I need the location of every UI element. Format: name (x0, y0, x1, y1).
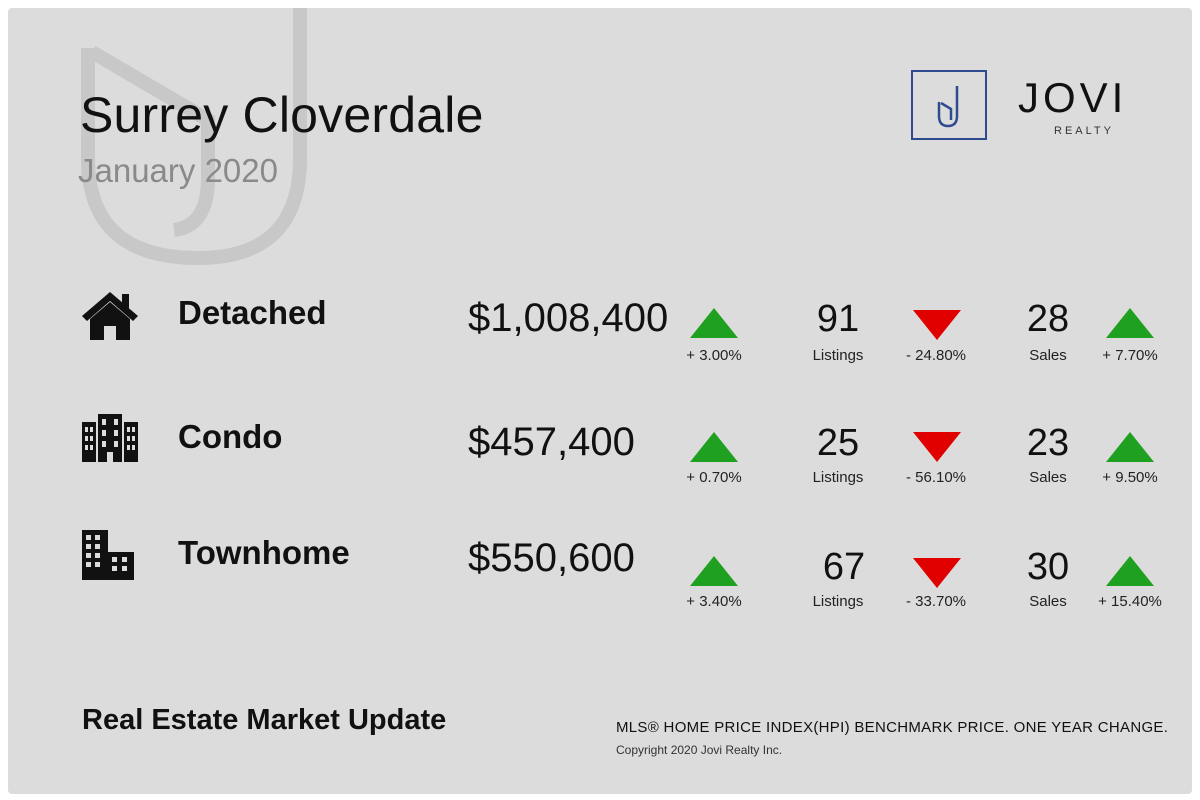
trend-up-icon (690, 308, 738, 338)
page-title: Surrey Cloverdale (80, 87, 484, 143)
trend-up-icon (690, 556, 738, 586)
house-icon (82, 292, 138, 340)
listings-count: 67 (822, 546, 866, 588)
listings-change: - 24.80% (905, 347, 967, 364)
footer-title: Real Estate Market Update (82, 704, 447, 736)
listings-label: Listings (812, 469, 864, 486)
sales-count: 28 (1026, 298, 1070, 340)
listings-label: Listings (812, 347, 864, 364)
price-change: + 3.00% (686, 347, 742, 364)
listings-count: 25 (816, 422, 860, 464)
trend-up-icon (1106, 432, 1154, 462)
listings-change: - 33.70% (905, 593, 967, 610)
trend-down-icon (913, 432, 961, 462)
benchmark-price: $457,400 (468, 420, 635, 464)
price-change: + 3.40% (686, 593, 742, 610)
footer-copyright: Copyright 2020 Jovi Realty Inc. (616, 743, 783, 757)
listings-label: Listings (812, 593, 864, 610)
jovi-monogram-icon (937, 86, 959, 128)
sales-change: + 7.70% (1102, 347, 1158, 364)
trend-up-icon (1106, 556, 1154, 586)
market-row-detached: Detached $1,008,400 + 3.00% 91 Listings … (8, 288, 1192, 398)
sales-count: 30 (1026, 546, 1070, 588)
townhome-building-icon (82, 530, 134, 580)
row-label: Detached (178, 294, 327, 331)
sales-change: + 9.50% (1102, 469, 1158, 486)
market-update-card: Surrey Cloverdale January 2020 JOVI REAL… (8, 8, 1192, 794)
trend-down-icon (913, 558, 961, 588)
jovi-watermark-icon (81, 8, 307, 266)
brand-tagline: REALTY (1054, 125, 1114, 137)
market-row-condo: Condo $457,400 + 0.70% 25 Listings - 56.… (8, 412, 1192, 522)
trend-up-icon (690, 432, 738, 462)
trend-up-icon (1106, 308, 1154, 338)
sales-change: + 15.40% (1098, 593, 1162, 610)
sales-label: Sales (1029, 593, 1067, 610)
page-subtitle: January 2020 (78, 152, 278, 189)
footer-note: MLS® HOME PRICE INDEX(HPI) BENCHMARK PRI… (616, 719, 1169, 736)
brand-name: JOVI (1018, 74, 1128, 121)
price-change: + 0.70% (686, 469, 742, 486)
trend-down-icon (913, 310, 961, 340)
sales-label: Sales (1029, 347, 1067, 364)
market-row-townhome: Townhome $550,600 + 3.40% 67 Listings - … (8, 528, 1192, 638)
sales-count: 23 (1026, 422, 1070, 464)
listings-count: 91 (816, 298, 860, 340)
condo-building-icon (82, 414, 138, 462)
benchmark-price: $550,600 (468, 536, 635, 580)
row-label: Condo (178, 418, 283, 455)
benchmark-price: $1,008,400 (468, 296, 669, 340)
row-label: Townhome (178, 534, 350, 571)
jovi-logo-mark (911, 70, 987, 140)
listings-change: - 56.10% (905, 469, 967, 486)
sales-label: Sales (1029, 469, 1067, 486)
